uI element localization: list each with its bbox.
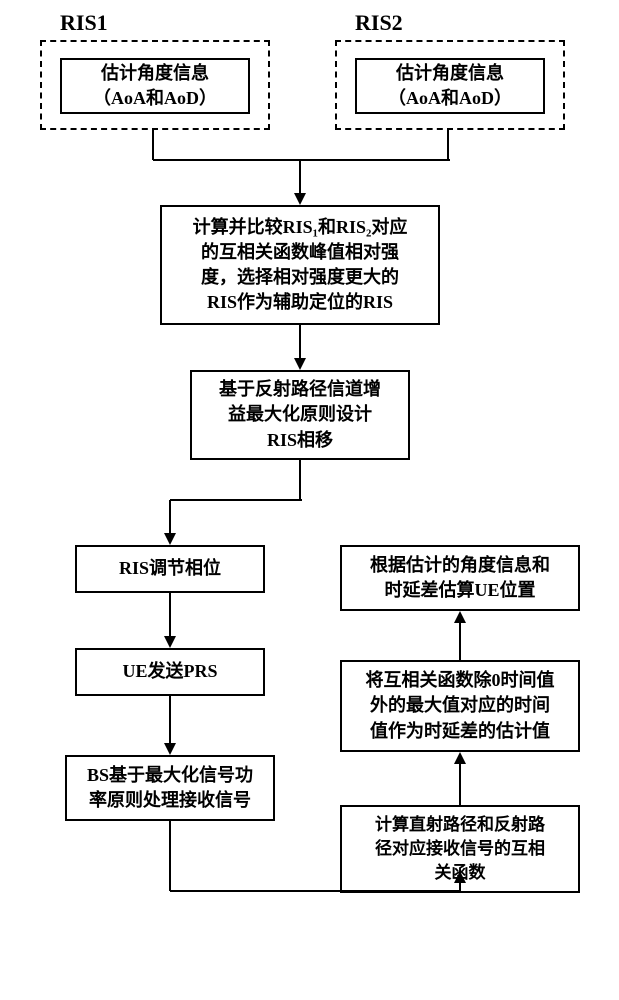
ris2-angle-box: 估计角度信息 （AoA和AoD） xyxy=(355,58,545,114)
arrow-up-icon xyxy=(454,871,466,883)
arrow-up-icon xyxy=(454,752,466,764)
arrow-down-icon xyxy=(294,193,306,205)
arrow-down-icon xyxy=(294,358,306,370)
connector-vline xyxy=(459,883,461,891)
compare-l4: RIS作为辅助定位的RIS xyxy=(193,290,408,315)
connector-hline xyxy=(153,159,450,161)
td-l1: 将互相关函数除0时间值 xyxy=(366,668,555,693)
est-l1: 根据估计的角度信息和 xyxy=(370,553,550,578)
arrow-down-icon xyxy=(164,743,176,755)
flowchart-root: RIS1 RIS2 估计角度信息 （AoA和AoD） 估计角度信息 （AoA和A… xyxy=(0,0,619,1000)
ris-adjust-box: RIS调节相位 xyxy=(75,545,265,593)
ris1-angle-line1: 估计角度信息 xyxy=(93,61,217,86)
compare-l2: 的互相关函数峰值相对强 xyxy=(193,240,408,265)
ris1-title: RIS1 xyxy=(60,10,108,36)
connector-vline xyxy=(169,500,171,533)
bs-l1: BS基于最大化信号功 xyxy=(87,763,253,788)
ue-send-text: UE发送PRS xyxy=(122,659,217,684)
connector-vline xyxy=(299,325,301,358)
connector-vline xyxy=(447,130,449,160)
bs-process-box: BS基于最大化信号功 率原则处理接收信号 xyxy=(65,755,275,821)
est-l2: 时延差估算UE位置 xyxy=(370,578,550,603)
td-l3: 值作为时延差的估计值 xyxy=(366,719,555,744)
arrow-down-icon xyxy=(164,533,176,545)
design-l1: 基于反射路径信道增 xyxy=(219,377,381,402)
connector-vline xyxy=(299,460,301,500)
ris-adjust-text: RIS调节相位 xyxy=(119,556,221,581)
compare-box: 计算并比较RIS₁和RIS₂对应 的互相关函数峰值相对强 度，选择相对强度更大的… xyxy=(160,205,440,325)
connector-hline xyxy=(170,499,302,501)
td-l2: 外的最大值对应的时间 xyxy=(366,693,555,718)
design-l3: RIS相移 xyxy=(219,428,381,453)
connector-vline xyxy=(169,696,171,743)
compare-l1: 计算并比较RIS₁和RIS₂对应 xyxy=(193,215,408,240)
ris2-angle-line2: （AoA和AoD） xyxy=(388,86,512,111)
connector-vline xyxy=(169,593,171,636)
bs-l2: 率原则处理接收信号 xyxy=(87,788,253,813)
ris1-angle-box: 估计角度信息 （AoA和AoD） xyxy=(60,58,250,114)
design-l2: 益最大化原则设计 xyxy=(219,402,381,427)
connector-hline xyxy=(170,890,460,892)
cc-l2: 径对应接收信号的互相 xyxy=(375,837,545,861)
time-delay-box: 将互相关函数除0时间值 外的最大值对应的时间 值作为时延差的估计值 xyxy=(340,660,580,752)
connector-vline xyxy=(299,160,301,193)
ue-send-box: UE发送PRS xyxy=(75,648,265,696)
compare-l3: 度，选择相对强度更大的 xyxy=(193,265,408,290)
connector-vline xyxy=(152,130,154,160)
arrow-up-icon xyxy=(454,611,466,623)
ris2-angle-line1: 估计角度信息 xyxy=(388,61,512,86)
ris1-angle-line2: （AoA和AoD） xyxy=(93,86,217,111)
connector-vline xyxy=(459,764,461,805)
connector-vline xyxy=(459,623,461,660)
design-box: 基于反射路径信道增 益最大化原则设计 RIS相移 xyxy=(190,370,410,460)
estimate-ue-box: 根据估计的角度信息和 时延差估算UE位置 xyxy=(340,545,580,611)
cc-l1: 计算直射路径和反射路 xyxy=(375,813,545,837)
ris2-title: RIS2 xyxy=(355,10,403,36)
arrow-down-icon xyxy=(164,636,176,648)
connector-vline xyxy=(169,821,171,891)
